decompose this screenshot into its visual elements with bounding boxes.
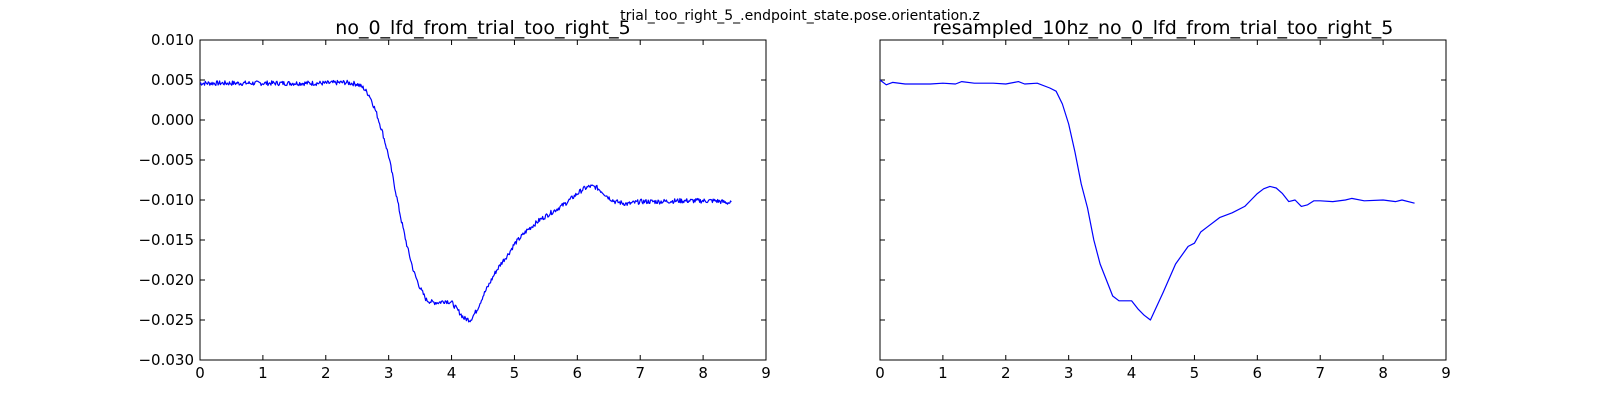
x-tick-label: 0	[195, 364, 205, 382]
chart-title: resampled_10hz_no_0_lfd_from_trial_too_r…	[933, 17, 1394, 39]
y-tick-label: −0.010	[138, 191, 194, 209]
x-tick-label: 8	[1378, 364, 1388, 382]
x-tick-label: 5	[510, 364, 520, 382]
x-tick-label: 0	[875, 364, 885, 382]
x-tick-label: 2	[1001, 364, 1011, 382]
x-tick-label: 3	[1064, 364, 1074, 382]
x-tick-label: 2	[321, 364, 331, 382]
x-tick-label: 7	[1315, 364, 1325, 382]
x-tick-label: 4	[1127, 364, 1137, 382]
y-tick-label: −0.025	[138, 311, 194, 329]
x-tick-label: 8	[698, 364, 708, 382]
x-tick-label: 1	[258, 364, 268, 382]
chart-right: resampled_10hz_no_0_lfd_from_trial_too_r…	[875, 17, 1451, 382]
y-tick-label: 0.000	[151, 111, 194, 129]
x-tick-label: 4	[447, 364, 457, 382]
x-tick-label: 3	[384, 364, 394, 382]
series-line	[199, 79, 732, 323]
chart-left: no_0_lfd_from_trial_too_right_5 0 1 2 3 4 5 6 7 8…	[138, 17, 770, 382]
y-tick-label: 0.010	[151, 31, 194, 49]
x-tick-label: 9	[761, 364, 771, 382]
x-tick-label: 6	[573, 364, 583, 382]
figure-suptitle: trial_too_right_5_.endpoint_state.pose.o…	[620, 8, 980, 24]
x-tick-label: 7	[635, 364, 645, 382]
y-tick-label: 0.005	[151, 71, 194, 89]
y-tick-label: −0.005	[138, 151, 194, 169]
x-tick-label: 6	[1253, 364, 1263, 382]
y-tick-label: −0.015	[138, 231, 194, 249]
x-tick-label: 5	[1190, 364, 1200, 382]
x-tick-label: 9	[1441, 364, 1451, 382]
series-line	[879, 79, 1415, 321]
x-tick-label: 1	[938, 364, 948, 382]
chart-title: no_0_lfd_from_trial_too_right_5	[335, 17, 630, 39]
y-tick-label: −0.030	[138, 351, 194, 369]
y-tick-label: −0.020	[138, 271, 194, 289]
